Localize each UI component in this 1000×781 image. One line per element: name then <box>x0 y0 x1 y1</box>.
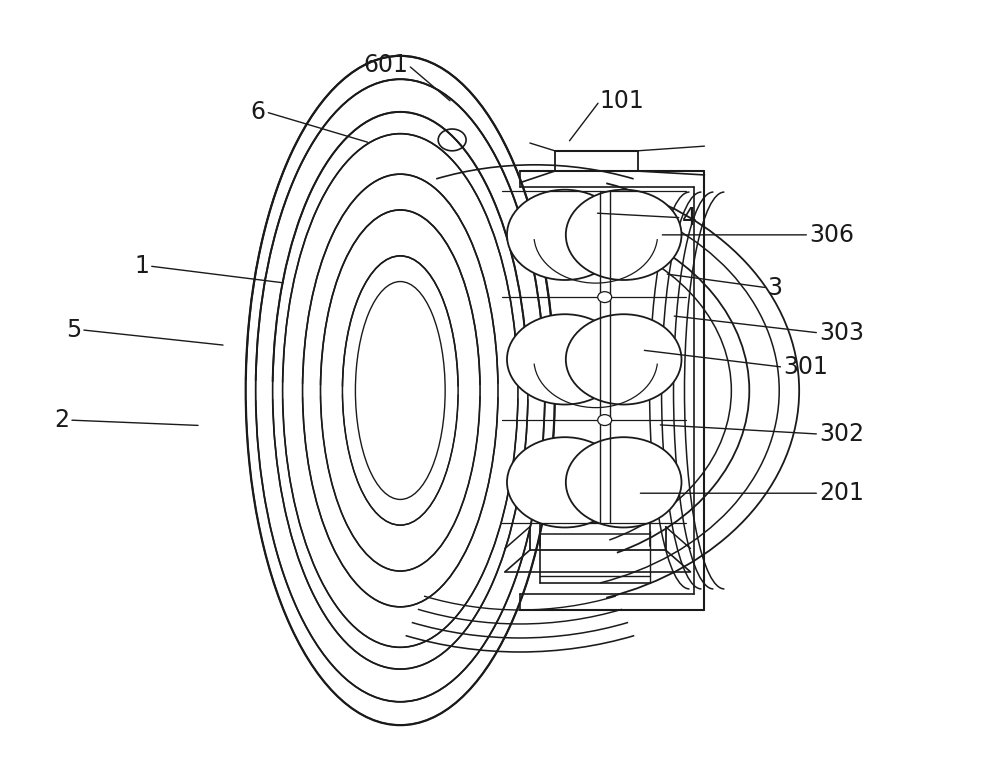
Ellipse shape <box>566 190 681 280</box>
Text: 301: 301 <box>783 355 828 379</box>
Ellipse shape <box>598 415 612 426</box>
Ellipse shape <box>566 437 681 527</box>
Text: 3: 3 <box>767 276 782 300</box>
Text: 5: 5 <box>66 318 81 342</box>
Ellipse shape <box>507 437 623 527</box>
Ellipse shape <box>598 291 612 302</box>
Ellipse shape <box>566 314 681 405</box>
Text: 303: 303 <box>819 321 864 345</box>
Ellipse shape <box>507 314 623 405</box>
Text: 4: 4 <box>681 205 696 230</box>
Text: 201: 201 <box>819 481 864 505</box>
Text: 601: 601 <box>363 53 408 77</box>
Text: 302: 302 <box>819 422 864 446</box>
Text: 306: 306 <box>809 223 854 247</box>
Text: 6: 6 <box>251 100 266 124</box>
Text: 2: 2 <box>54 408 69 432</box>
Text: 1: 1 <box>134 254 149 278</box>
Ellipse shape <box>507 190 623 280</box>
Text: 101: 101 <box>600 89 644 113</box>
